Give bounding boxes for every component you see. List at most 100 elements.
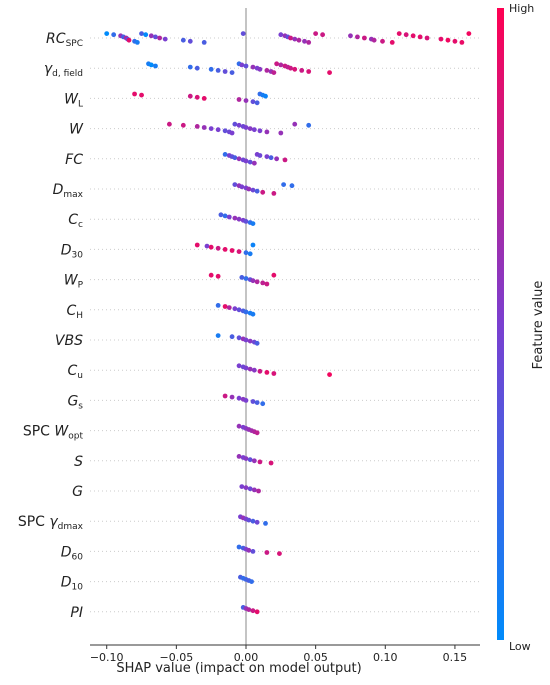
feature-label-S: S [74, 454, 83, 470]
shap-point-D_30 [247, 251, 253, 257]
feature-label-D_max: Dmax [53, 182, 84, 200]
shap-point-W [208, 126, 214, 131]
shap-point-RC_SPC [313, 31, 319, 36]
shap-point-W [232, 121, 238, 127]
shap-point-G [243, 485, 249, 491]
shap-point-RC_SPC [288, 35, 293, 41]
shap-point-S [236, 454, 242, 459]
shap-point-gamma_d_field [153, 63, 158, 69]
feature-label-G_s: Gs [67, 393, 83, 411]
shap-point-gamma_d_field [327, 70, 332, 75]
shap-point-gamma_d_field [229, 70, 235, 75]
shap-point-C_c [222, 213, 228, 219]
shap-point-FC [268, 155, 274, 161]
shap-point-gamma_d_field [250, 64, 256, 70]
shap-point-W_P [215, 273, 221, 279]
shap-point-RC_SPC [104, 31, 110, 36]
shap-point-RC_SPC [466, 31, 472, 36]
shap-point-S [251, 458, 257, 464]
shap-point-D_max [246, 186, 252, 192]
shap-point-gamma_d_field [264, 68, 270, 73]
shap-point-FC [264, 154, 270, 160]
shap-point-SPC_W_opt [254, 430, 260, 436]
shap-point-G [251, 487, 257, 493]
x-axis: −0.10 −0.05 0.00 0.05 0.10 0.15 [90, 644, 480, 664]
shap-point-RC_SPC [292, 36, 298, 42]
shap-point-S [268, 460, 274, 466]
shap-point-RC_SPC [278, 32, 284, 38]
shap-point-W [215, 127, 221, 133]
shap-point-C_u [251, 367, 257, 373]
shap-point-D_30 [229, 248, 235, 253]
shap-point-gamma_d_field [271, 70, 277, 75]
shap-point-SPC_gamma_dmax [250, 518, 256, 524]
shap-point-W_L [132, 91, 137, 97]
shap-point-RC_SPC [302, 38, 307, 44]
colorbar: High Low Feature value [497, 2, 546, 653]
shap-point-VBS [247, 338, 253, 344]
shap-point-W [264, 129, 270, 135]
shap-point-C_u [257, 368, 263, 374]
shap-point-C_c [218, 212, 224, 218]
shap-point-RC_SPC [380, 38, 385, 44]
shap-point-W_P [260, 280, 266, 286]
shap-point-G_s [243, 398, 249, 403]
shap-point-gamma_d_field [306, 69, 312, 74]
shap-point-RC_SPC [410, 33, 416, 39]
x-tick-label: 0.05 [303, 651, 328, 664]
shap-point-W [194, 124, 200, 129]
feature-label-RC_SPC: RCSPC [46, 31, 83, 49]
shap-point-W_P [250, 278, 256, 284]
shap-point-G_s [222, 393, 228, 399]
shap-point-C_c [250, 221, 256, 227]
x-tick-label: 0.15 [443, 651, 468, 664]
shap-point-G_s [254, 400, 260, 405]
shap-point-SPC_gamma_dmax [246, 517, 252, 523]
shap-point-FC [274, 156, 280, 162]
shap-point-W_L [250, 99, 256, 105]
feature-label-C_H: CH [66, 303, 83, 321]
shap-point-W_P [254, 279, 260, 285]
shap-point-FC [222, 152, 228, 157]
shap-point-FC [251, 160, 257, 166]
shap-point-RC_SPC [361, 35, 367, 41]
shap-point-PI [250, 608, 256, 614]
shap-point-C_u [243, 365, 249, 371]
shap-point-RC_SPC [157, 35, 163, 41]
feature-label-W: W [69, 122, 84, 138]
shap-point-D_max [281, 182, 287, 188]
feature-label-D_60: D60 [61, 544, 84, 562]
shap-point-gamma_d_field [148, 62, 154, 68]
shap-point-FC [257, 153, 263, 158]
shap-point-RC_SPC [162, 36, 168, 42]
shap-point-W [180, 122, 186, 128]
shap-point-G_s [229, 394, 235, 400]
shap-point-C_c [232, 215, 238, 221]
colorbar-title: Feature value [531, 281, 546, 370]
feature-label-FC: FC [65, 152, 83, 168]
shap-point-C_H [236, 307, 242, 313]
shap-point-gamma_d_field [257, 66, 263, 72]
shap-point-VBS [236, 335, 242, 341]
shap-point-RC_SPC [459, 40, 465, 45]
shap-point-gamma_d_field [194, 65, 200, 71]
shap-point-D_30 [250, 242, 256, 248]
shap-point-RC_SPC [445, 37, 451, 43]
shap-point-C_H [243, 309, 249, 315]
shap-point-D_30 [215, 245, 221, 251]
shap-point-W [166, 121, 172, 127]
shap-point-W [251, 127, 257, 133]
shap-point-D_max [260, 189, 266, 195]
shap-point-W [306, 122, 312, 128]
shap-point-RC_SPC [139, 31, 144, 36]
shap-point-W [247, 126, 253, 131]
feature-labels: RCSPC γd, field WL W FC Dmax Cc D30 WP CH VBS Cu Gs S… [18, 31, 84, 621]
shap-point-RC_SPC [306, 40, 312, 45]
shap-point-RC_SPC [111, 32, 117, 38]
shap-point-C_c [236, 216, 242, 222]
shap-point-RC_SPC [134, 40, 140, 45]
shap-point-W_L [254, 100, 260, 106]
shap-point-W_L [263, 93, 268, 99]
shap-point-D_max [232, 182, 238, 188]
